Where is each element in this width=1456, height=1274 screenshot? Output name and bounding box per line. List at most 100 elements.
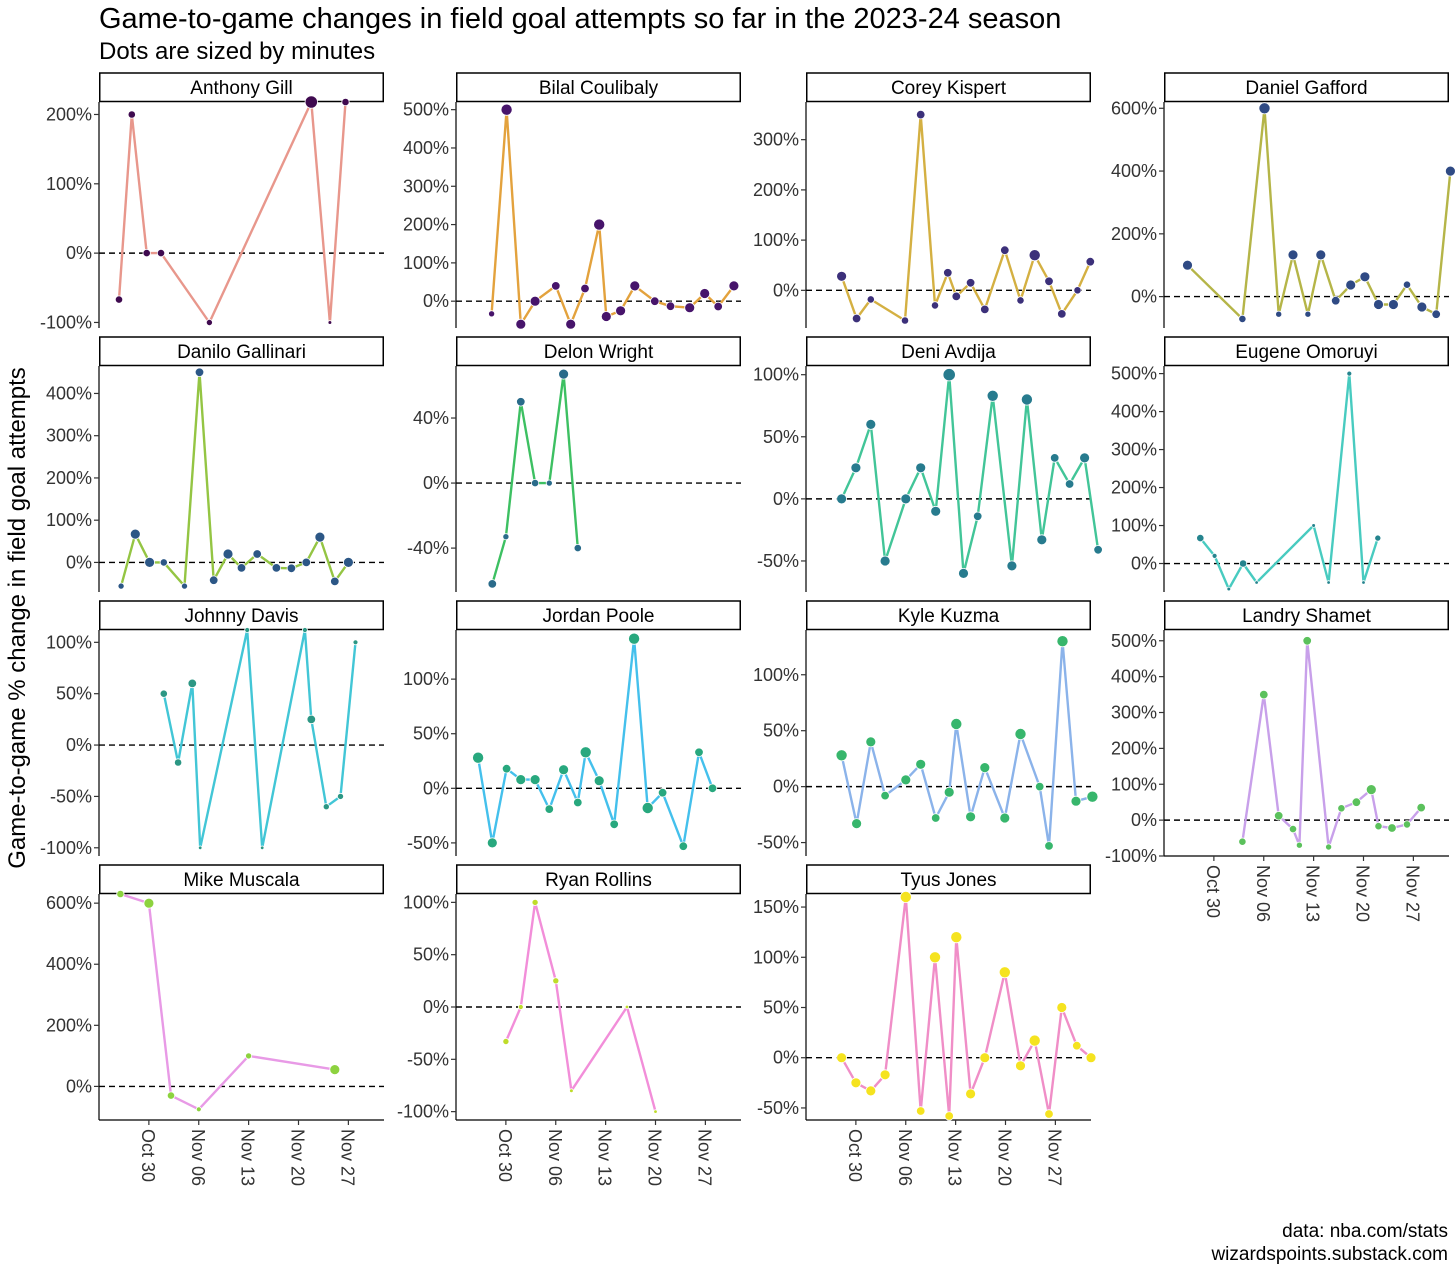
data-point — [573, 797, 583, 808]
panel-title: Anthony Gill — [190, 78, 292, 99]
data-point — [1287, 249, 1299, 261]
data-point — [728, 280, 740, 292]
y-tick-label: 50% — [763, 721, 799, 741]
data-point — [517, 1004, 524, 1010]
data-point — [931, 813, 941, 823]
data-point — [694, 747, 704, 758]
y-tick-label: -50% — [407, 1049, 449, 1069]
series-line — [119, 371, 350, 588]
y-tick-label: 300% — [1111, 703, 1157, 723]
x-tick-label: Nov 20 — [995, 1129, 1015, 1186]
y-tick-label: 100% — [1111, 516, 1157, 536]
data-point — [1044, 1109, 1054, 1119]
data-point — [1345, 279, 1357, 291]
y-tick-label: 0% — [423, 291, 449, 311]
panel-title: Deni Avdija — [901, 342, 996, 363]
panel: Danilo Gallinari 0% 100% 200% 300% 400% — [46, 336, 384, 592]
data-point — [195, 1106, 202, 1113]
y-tick-label: 0% — [423, 997, 449, 1017]
data-point — [515, 774, 527, 785]
y-tick-label: 600% — [46, 893, 92, 913]
y-tick-label: 300% — [46, 426, 92, 446]
panel: Jordan Poole -50% 0% 50% 100% — [403, 600, 741, 856]
data-point — [1196, 533, 1205, 543]
data-point — [301, 627, 308, 633]
data-point — [1020, 393, 1033, 406]
data-point — [629, 280, 641, 292]
chart-title: Game-to-game changes in field goal attem… — [99, 3, 1062, 35]
data-point — [836, 1052, 847, 1064]
data-point — [1374, 534, 1382, 542]
data-point — [579, 746, 592, 759]
data-point — [551, 281, 561, 291]
data-point — [930, 301, 940, 310]
data-point — [900, 316, 910, 325]
y-tick-label: 0% — [1131, 554, 1157, 574]
series-line — [840, 640, 1093, 848]
data-point — [573, 543, 582, 553]
y-tick-label: 100% — [753, 230, 799, 250]
y-tick-label: 400% — [1111, 667, 1157, 687]
data-point — [965, 811, 976, 823]
data-point — [600, 311, 612, 322]
data-point — [1302, 636, 1312, 646]
data-point — [1330, 296, 1341, 306]
data-point — [1064, 479, 1075, 489]
y-tick-label: 0% — [423, 778, 449, 798]
data-point — [516, 397, 526, 407]
series-line — [840, 113, 1092, 322]
data-point — [222, 548, 234, 560]
panel: Daniel Gafford 0% 200% 400% 600% — [1111, 72, 1456, 328]
caption-source: data: nba.com/stats — [1282, 1221, 1448, 1242]
data-point — [565, 318, 577, 330]
data-point — [1288, 824, 1298, 834]
panel-title: Ryan Rollins — [545, 870, 652, 891]
data-point — [609, 819, 619, 830]
x-tick-label: Nov 27 — [337, 1129, 357, 1186]
data-point — [1239, 559, 1248, 568]
data-point — [998, 966, 1011, 979]
data-point — [501, 764, 512, 774]
y-tick-label: 100% — [753, 365, 799, 385]
y-tick-label: 50% — [413, 945, 449, 965]
data-point — [1273, 811, 1284, 821]
data-point — [980, 304, 990, 315]
panel-title: Delon Wright — [544, 342, 654, 363]
data-point — [1402, 820, 1412, 829]
panel-strip — [806, 72, 1091, 103]
data-point — [866, 295, 875, 304]
data-point — [678, 841, 689, 851]
data-point — [851, 313, 862, 324]
data-point — [1085, 257, 1096, 267]
data-point — [1238, 837, 1247, 846]
panel-strip — [806, 600, 1091, 631]
x-tick-label: Nov 06 — [1253, 865, 1273, 922]
series-line — [117, 100, 347, 324]
data-point — [314, 531, 326, 543]
data-point — [850, 1077, 862, 1089]
data-point — [502, 1038, 510, 1046]
data-point — [1006, 560, 1018, 572]
y-tick-label: 0% — [1131, 810, 1157, 830]
data-point — [1416, 301, 1428, 313]
panel: Kyle Kuzma -50% 0% 50% 100% — [753, 600, 1099, 856]
chart-subtitle: Dots are sized by minutes — [99, 38, 376, 65]
data-point — [1226, 586, 1232, 592]
data-point — [1093, 545, 1103, 555]
data-point — [973, 511, 983, 522]
data-point — [850, 462, 862, 474]
data-point — [900, 774, 912, 786]
data-point — [558, 764, 569, 776]
y-tick-label: 200% — [403, 215, 449, 235]
data-point — [472, 751, 485, 764]
x-tick-label: Nov 27 — [1402, 865, 1422, 922]
data-point — [916, 109, 926, 120]
data-point — [1416, 802, 1426, 813]
y-tick-label: 200% — [1111, 478, 1157, 498]
y-tick-label: 0% — [423, 473, 449, 493]
y-tick-label: 0% — [773, 1048, 799, 1068]
panel: Corey Kispert 0% 100% 200% 300% — [753, 72, 1096, 328]
data-point — [851, 818, 862, 829]
y-tick-label: 0% — [773, 280, 799, 300]
